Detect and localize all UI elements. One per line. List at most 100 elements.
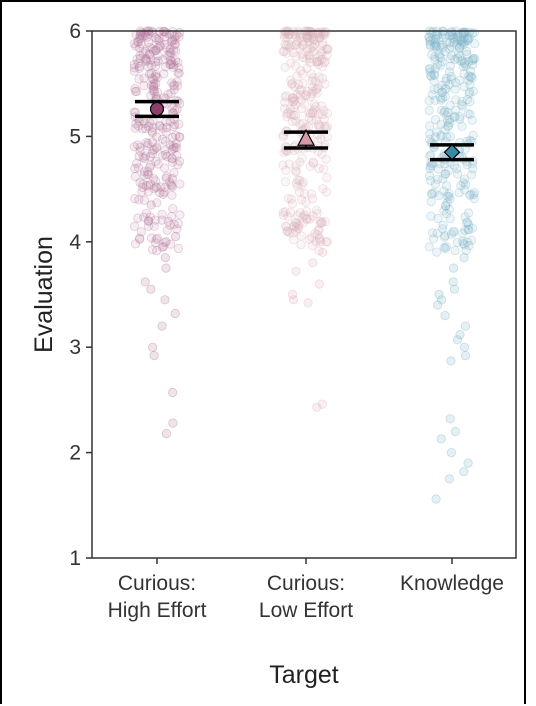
raw-data-point (152, 198, 162, 208)
raw-data-point (463, 220, 474, 230)
raw-data-point (149, 144, 159, 154)
raw-data-point (129, 142, 139, 152)
raw-data-point (452, 164, 462, 174)
raw-data-point (305, 214, 315, 224)
raw-data-point (170, 105, 180, 115)
raw-data-point (445, 194, 455, 204)
raw-data-point (468, 190, 479, 200)
raw-data-point (291, 116, 301, 126)
raw-data-point (133, 58, 143, 68)
raw-data-point (135, 234, 145, 244)
raw-data-point (427, 188, 437, 198)
raw-data-point (466, 66, 476, 76)
raw-data-point (301, 90, 311, 101)
raw-data-point (170, 55, 181, 66)
raw-data-point (151, 71, 161, 81)
raw-data-point (313, 34, 323, 44)
raw-data-point (145, 69, 155, 79)
raw-data-point (458, 238, 468, 249)
raw-data-point (441, 242, 451, 252)
raw-data-point (291, 218, 301, 228)
raw-data-point (322, 50, 332, 61)
raw-data-point (437, 93, 448, 103)
raw-data-point (318, 184, 328, 194)
raw-data-point (136, 227, 146, 237)
raw-data-point (172, 77, 182, 87)
raw-data-point (283, 212, 293, 222)
raw-data-point (449, 284, 460, 294)
raw-data-point (305, 54, 315, 64)
raw-data-point (450, 84, 460, 94)
raw-data-point (129, 59, 139, 70)
raw-data-point (280, 207, 290, 217)
raw-data-point (308, 157, 318, 167)
raw-data-point (141, 151, 151, 161)
raw-data-point (451, 95, 461, 105)
raw-data-point (295, 32, 305, 43)
raw-data-point (152, 34, 162, 45)
raw-data-point (435, 93, 445, 103)
raw-data-point (150, 176, 161, 186)
raw-data-point (170, 39, 180, 49)
raw-data-point (165, 59, 176, 70)
raw-data-point (155, 41, 165, 52)
raw-data-point (314, 225, 324, 235)
raw-data-point (462, 49, 472, 60)
raw-data-point (311, 77, 321, 87)
raw-data-point (162, 122, 172, 133)
raw-data-point (449, 226, 459, 236)
raw-data-point (291, 266, 301, 276)
raw-data-point (296, 95, 306, 105)
raw-data-point (439, 206, 449, 216)
raw-data-point (445, 132, 455, 142)
raw-data-point (440, 106, 450, 116)
raw-data-point (298, 218, 308, 228)
raw-data-point (307, 89, 317, 99)
raw-data-point (304, 50, 314, 60)
raw-data-point (441, 76, 451, 86)
raw-data-point (446, 447, 456, 458)
raw-data-point (140, 277, 150, 287)
raw-data-point (279, 29, 289, 40)
raw-data-point (151, 45, 161, 56)
raw-data-point (427, 161, 437, 171)
raw-data-point (463, 109, 473, 119)
raw-data-point (444, 189, 454, 199)
raw-data-point (450, 245, 460, 256)
raw-data-point (430, 34, 441, 45)
raw-data-point (465, 72, 475, 82)
raw-data-point (462, 35, 473, 46)
raw-data-point (296, 66, 306, 76)
raw-data-point (291, 51, 301, 62)
raw-data-point (161, 173, 171, 183)
raw-data-point (166, 48, 176, 58)
raw-data-point (460, 321, 471, 331)
raw-data-point (322, 173, 332, 183)
raw-data-point (149, 79, 159, 89)
raw-data-point (445, 38, 455, 48)
raw-data-point (443, 108, 453, 118)
raw-data-point (440, 124, 450, 135)
raw-data-point (297, 69, 308, 79)
raw-data-point (308, 158, 318, 168)
raw-data-point (308, 86, 318, 97)
raw-data-point (153, 51, 163, 61)
raw-data-point (295, 119, 305, 129)
raw-data-point (279, 147, 289, 157)
raw-data-point (457, 121, 467, 131)
raw-data-point (160, 136, 171, 146)
raw-data-point (314, 246, 324, 256)
raw-data-point (288, 93, 298, 103)
raw-data-point (146, 91, 156, 101)
raw-data-point (321, 154, 331, 164)
raw-data-point (175, 132, 185, 142)
raw-data-point (290, 100, 301, 110)
raw-data-point (169, 122, 179, 132)
raw-data-point (442, 111, 452, 121)
raw-data-point (447, 32, 457, 43)
raw-data-point (170, 142, 180, 152)
raw-data-point (469, 28, 479, 38)
raw-data-point (302, 32, 312, 42)
raw-data-point (436, 132, 446, 142)
